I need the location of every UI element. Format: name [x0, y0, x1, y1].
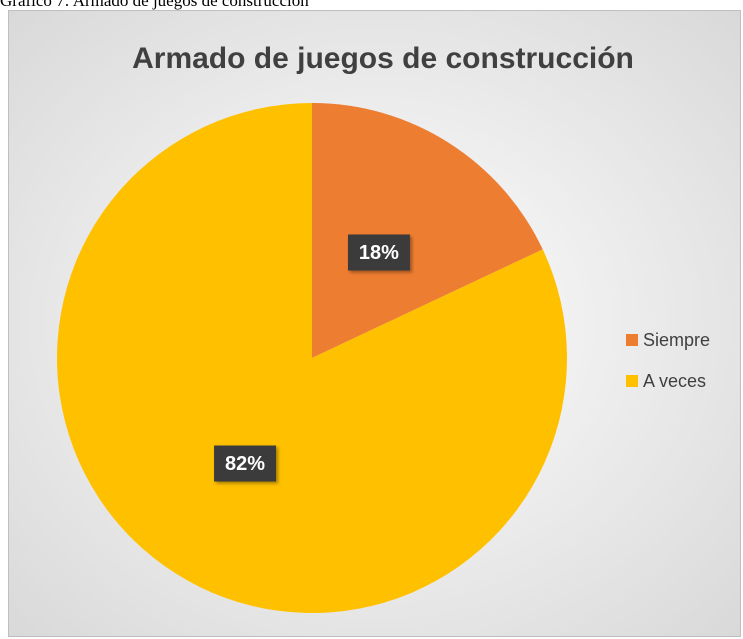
legend-swatch — [626, 375, 638, 387]
legend-label: A veces — [643, 371, 706, 391]
caption: Gráfico 7: Armado de juegos de construcc… — [0, 0, 309, 10]
pie-slice — [312, 103, 543, 358]
data-label-box — [347, 234, 410, 271]
data-label: 82% — [225, 453, 265, 475]
chart-title: Armado de juegos de construcción — [132, 42, 634, 75]
legend-label: Siempre — [643, 330, 710, 350]
data-label-box — [214, 445, 277, 482]
legend-swatch — [626, 334, 638, 346]
pie-slice — [57, 103, 568, 613]
data-label: 18% — [359, 242, 399, 264]
